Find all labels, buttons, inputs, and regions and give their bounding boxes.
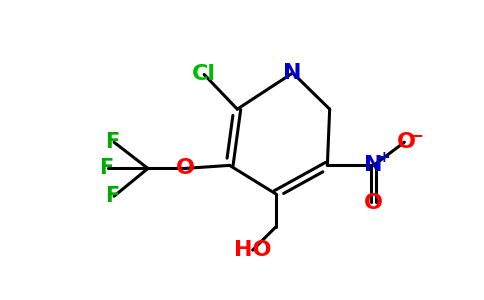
Text: F: F <box>99 158 113 178</box>
Text: F: F <box>106 186 120 206</box>
Text: HO: HO <box>234 240 272 260</box>
Text: F: F <box>106 132 120 152</box>
Text: Cl: Cl <box>192 64 216 85</box>
Text: +: + <box>377 150 390 165</box>
Text: O: O <box>396 132 415 152</box>
Text: O: O <box>175 158 195 178</box>
Text: −: − <box>410 126 424 144</box>
Text: N: N <box>364 155 383 176</box>
Text: O: O <box>364 193 383 213</box>
Text: N: N <box>284 63 302 83</box>
